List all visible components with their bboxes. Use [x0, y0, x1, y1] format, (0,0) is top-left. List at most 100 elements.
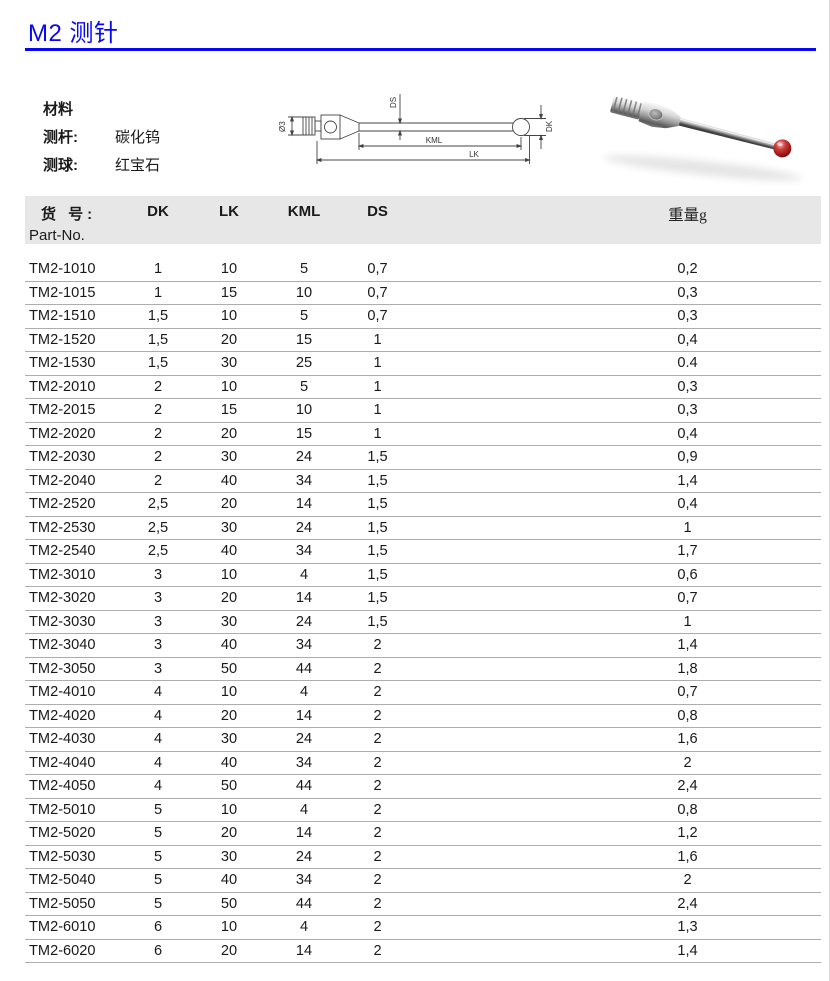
cell-lk: 15	[220, 402, 238, 419]
cell-weight: 1	[683, 613, 692, 630]
material-label: 测杆:	[43, 129, 78, 146]
cell-lk: 10	[220, 261, 238, 278]
cell-lk: 20	[220, 590, 238, 607]
dim-label-diameter: Ø3	[278, 121, 287, 132]
cell-weight: 0,8	[677, 801, 698, 818]
cell-part-no: TM2-2030	[29, 449, 96, 466]
cell-ds: 2	[373, 942, 382, 959]
cell-weight: 0,6	[677, 566, 698, 583]
cell-ds: 2	[373, 637, 382, 654]
cell-lk: 40	[220, 872, 238, 889]
table-row: TM2-1530 1,5 30 25 1 0.4	[25, 352, 821, 376]
cell-kml: 44	[295, 660, 313, 677]
cell-weight: 0.4	[677, 355, 698, 372]
cell-kml: 24	[295, 731, 313, 748]
product-photo-stylus	[603, 96, 803, 181]
table-row: TM2-6010 6 10 4 2 1,3	[25, 916, 821, 940]
header-part-no-en: Part-No.	[29, 227, 85, 244]
cell-part-no: TM2-4020	[29, 707, 96, 724]
table-row: TM2-5020 5 20 14 2 1,2	[25, 822, 821, 846]
cell-dk: 3	[153, 590, 163, 607]
cell-ds: 0,7	[367, 284, 388, 301]
cell-lk: 50	[220, 778, 238, 795]
cell-ds: 2	[373, 872, 382, 889]
table-row: TM2-3040 3 40 34 2 1,4	[25, 634, 821, 658]
cell-part-no: TM2-1015	[29, 284, 96, 301]
table-row: TM2-2030 2 30 24 1,5 0,9	[25, 446, 821, 470]
cell-ds: 2	[373, 754, 382, 771]
cell-part-no: TM2-5010	[29, 801, 96, 818]
cell-weight: 1,3	[677, 919, 698, 936]
material-row-shaft: 测杆: 碳化钨	[43, 126, 160, 147]
cell-part-no: TM2-2015	[29, 402, 96, 419]
cell-kml: 14	[295, 590, 313, 607]
cell-kml: 34	[295, 472, 313, 489]
cell-part-no: TM2-5050	[29, 895, 96, 912]
cell-part-no: TM2-4050	[29, 778, 96, 795]
cell-kml: 5	[299, 261, 309, 278]
technical-drawing-stylus: Ø3 DS DK KML LK	[278, 94, 554, 164]
cell-part-no: TM2-2540	[29, 543, 96, 560]
cell-kml: 34	[295, 754, 313, 771]
cell-kml: 10	[295, 402, 313, 419]
header-lk: LK	[219, 203, 239, 220]
cell-lk: 30	[220, 355, 238, 372]
cell-kml: 34	[295, 637, 313, 654]
cell-dk: 4	[153, 731, 163, 748]
cell-part-no: TM2-1510	[29, 308, 96, 325]
table-row: TM2-4020 4 20 14 2 0,8	[25, 705, 821, 728]
cell-lk: 30	[220, 449, 238, 466]
table-row: TM2-1510 1,5 10 5 0,7 0,3	[25, 305, 821, 329]
cell-dk: 1,5	[147, 308, 169, 325]
cell-weight: 0,8	[677, 707, 698, 724]
cell-weight: 1,7	[677, 543, 698, 560]
material-label: 测球:	[43, 157, 78, 174]
cell-kml: 14	[295, 496, 313, 513]
table-row: TM2-3050 3 50 44 2 1,8	[25, 658, 821, 681]
cell-dk: 5	[153, 825, 163, 842]
cell-weight: 1,2	[677, 825, 698, 842]
cell-dk: 2,5	[147, 543, 169, 560]
cell-weight: 0,3	[677, 284, 698, 301]
cell-weight: 0,4	[677, 331, 698, 348]
cell-part-no: TM2-5030	[29, 848, 96, 865]
table-row: TM2-4050 4 50 44 2 2,4	[25, 775, 821, 799]
table-row: TM2-5040 5 40 34 2 2	[25, 869, 821, 893]
cell-ds: 1	[373, 402, 382, 419]
cell-part-no: TM2-1520	[29, 331, 96, 348]
cell-kml: 24	[295, 519, 313, 536]
cell-weight: 0,4	[677, 496, 698, 513]
cell-weight: 0,4	[677, 425, 698, 442]
cell-weight: 0,2	[677, 261, 698, 278]
cell-ds: 2	[373, 684, 382, 701]
table-row: TM2-4010 4 10 4 2 0,7	[25, 681, 821, 705]
cell-part-no: TM2-5020	[29, 825, 96, 842]
cell-dk: 6	[153, 919, 163, 936]
cell-ds: 2	[373, 919, 382, 936]
table-row: TM2-3020 3 20 14 1,5 0,7	[25, 587, 821, 611]
cell-dk: 1	[153, 261, 163, 278]
cell-weight: 1,4	[677, 942, 698, 959]
table-row: TM2-5030 5 30 24 2 1,6	[25, 846, 821, 869]
cell-kml: 25	[295, 355, 313, 372]
cell-kml: 4	[299, 684, 309, 701]
cell-lk: 30	[220, 613, 238, 630]
table-header: 货 号: Part-No. DK LK KML DS 重量g	[25, 196, 821, 244]
cell-dk: 5	[153, 895, 163, 912]
cell-ds: 1,5	[367, 472, 388, 489]
cell-kml: 24	[295, 613, 313, 630]
cell-kml: 4	[299, 566, 309, 583]
cell-lk: 20	[220, 707, 238, 724]
cell-kml: 14	[295, 825, 313, 842]
cell-part-no: TM2-5040	[29, 872, 96, 889]
table-row: TM2-2015 2 15 10 1 0,3	[25, 399, 821, 423]
cell-kml: 14	[295, 707, 313, 724]
title-divider	[25, 48, 816, 51]
cell-part-no: TM2-4040	[29, 754, 96, 771]
cell-weight: 1,6	[677, 848, 698, 865]
cell-kml: 14	[295, 942, 313, 959]
cell-kml: 4	[299, 801, 309, 818]
cell-weight: 2,4	[677, 778, 698, 795]
cell-ds: 2	[373, 848, 382, 865]
